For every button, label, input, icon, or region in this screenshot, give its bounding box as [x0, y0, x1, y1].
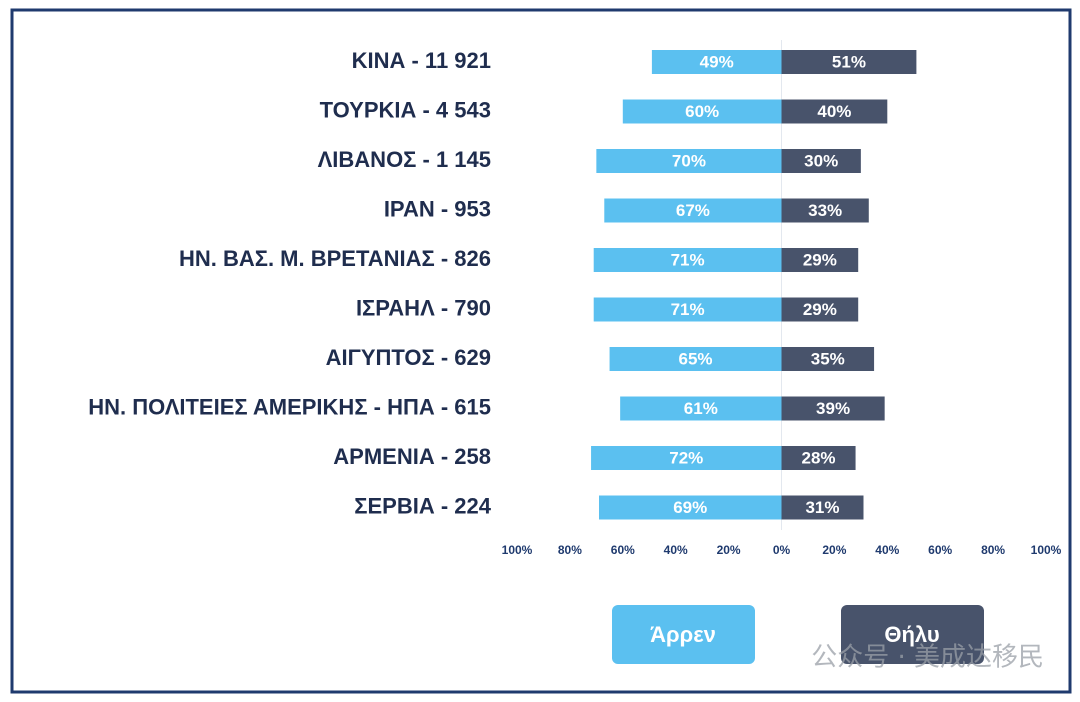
- x-tick-label: 20%: [822, 543, 846, 557]
- category-label: ΚΙΝΑ - 11 921: [352, 48, 491, 73]
- value-label: 49%: [700, 52, 734, 71]
- category-label: ΑΡΜΕΝΙΑ - 258: [333, 444, 491, 469]
- value-label: 67%: [676, 201, 710, 220]
- bar: [781, 347, 875, 371]
- bar: [781, 99, 888, 124]
- category-label: ΙΡΑΝ - 953: [384, 196, 491, 221]
- value-label: 69%: [673, 498, 707, 517]
- legend-swatch[interactable]: [612, 605, 755, 664]
- bar: [651, 50, 782, 74]
- bar: [781, 495, 864, 520]
- x-tick-label: 100%: [1031, 543, 1062, 557]
- bar: [591, 446, 782, 470]
- legend-label[interactable]: Άρρεν: [650, 622, 716, 647]
- value-label: 31%: [805, 498, 839, 517]
- bar: [609, 347, 782, 371]
- x-tick-label: 60%: [928, 543, 952, 557]
- bar: [781, 396, 885, 421]
- bar: [604, 198, 782, 223]
- category-label: ΗΝ. ΒΑΣ. Μ. ΒΡΕΤΑΝΙΑΣ - 826: [179, 246, 491, 271]
- bar: [593, 297, 782, 322]
- value-label: 39%: [816, 399, 850, 418]
- bar: [781, 50, 917, 74]
- value-label: 72%: [669, 448, 703, 467]
- bar: [781, 248, 859, 272]
- category-label: ΛΙΒΑΝΟΣ - 1 145: [318, 147, 491, 172]
- x-tick-label: 60%: [611, 543, 635, 557]
- bar: [620, 396, 782, 421]
- bar: [622, 99, 782, 124]
- legend-swatch[interactable]: [841, 605, 984, 664]
- bar: [781, 297, 859, 322]
- category-label: ΣΕΡΒΙΑ - 224: [354, 493, 491, 518]
- x-tick-label: 20%: [717, 543, 741, 557]
- category-label: ΑΙΓΥΠΤΟΣ - 629: [326, 345, 491, 370]
- value-label: 28%: [802, 448, 836, 467]
- x-tick-label: 80%: [981, 543, 1005, 557]
- value-label: 30%: [804, 151, 838, 170]
- value-label: 33%: [808, 201, 842, 220]
- watermark: 公众号 · 美成达移民: [811, 643, 1044, 673]
- bar: [781, 446, 856, 470]
- value-label: 51%: [832, 52, 866, 71]
- category-label: ΙΣΡΑΗΛ - 790: [356, 295, 491, 320]
- value-label: 70%: [672, 151, 706, 170]
- legend-label[interactable]: Θήλυ: [884, 622, 939, 647]
- x-tick-label: 40%: [664, 543, 688, 557]
- value-label: 40%: [817, 102, 851, 121]
- value-label: 71%: [671, 300, 705, 319]
- bar: [593, 248, 782, 272]
- x-tick-label: 80%: [558, 543, 582, 557]
- value-label: 71%: [671, 250, 705, 269]
- x-tick-label: 100%: [502, 543, 533, 557]
- category-label: ΗΝ. ΠΟΛΙΤΕΙΕΣ ΑΜΕΡΙΚΗΣ - ΗΠΑ - 615: [88, 394, 491, 419]
- bar: [781, 198, 869, 223]
- value-label: 35%: [811, 349, 845, 368]
- bar: [598, 495, 782, 520]
- category-label: ΤΟΥΡΚΙΑ - 4 543: [320, 97, 491, 122]
- bar: [596, 149, 782, 173]
- value-label: 65%: [679, 349, 713, 368]
- x-tick-label: 40%: [875, 543, 899, 557]
- value-label: 29%: [803, 300, 837, 319]
- x-tick-label: 0%: [773, 543, 791, 557]
- value-label: 61%: [684, 399, 718, 418]
- value-label: 60%: [685, 102, 719, 121]
- frame: [10, 8, 1072, 694]
- bar: [781, 149, 861, 173]
- value-label: 29%: [803, 250, 837, 269]
